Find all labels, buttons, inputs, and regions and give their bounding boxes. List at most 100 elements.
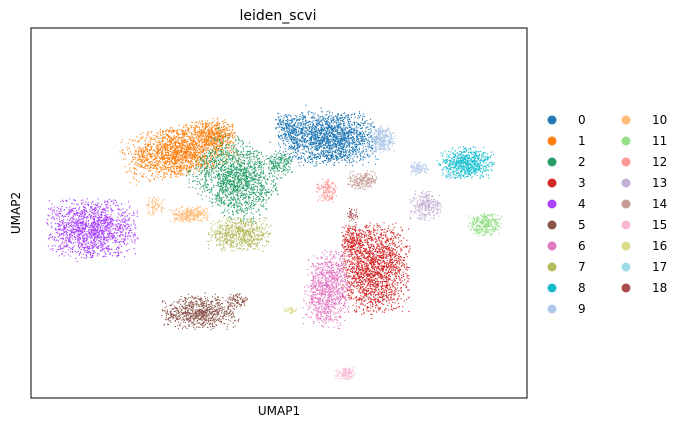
point [320,130,322,132]
point [169,161,171,163]
point [377,158,379,160]
point [221,141,223,143]
point [196,149,198,151]
point [327,152,329,154]
point [145,167,147,169]
point [171,158,173,160]
point [300,130,302,132]
point [233,172,235,174]
point [183,150,185,152]
point [207,133,209,135]
point [229,187,231,189]
point [214,136,216,138]
point [313,131,315,133]
point [172,154,174,156]
point [243,188,245,190]
point [317,132,319,134]
point [321,153,323,155]
point [236,153,238,155]
point [360,114,362,116]
point [205,123,207,125]
point [311,145,313,147]
point [245,197,247,199]
point [337,156,339,158]
point [187,128,189,130]
point [153,143,155,145]
point [218,135,220,137]
point [158,144,160,146]
point [226,210,228,212]
point [335,154,337,156]
point [196,144,198,146]
point [336,145,338,147]
point [227,132,229,134]
point [296,125,298,127]
point [316,124,318,126]
point [219,135,221,137]
point [217,154,219,156]
point [317,129,319,131]
point [178,146,180,148]
point [222,181,224,183]
point [215,147,217,149]
point [157,137,159,139]
point [294,149,296,151]
point [145,159,147,161]
point [210,129,212,131]
point [177,150,179,152]
point [342,130,344,132]
point [214,124,216,126]
point [185,157,187,159]
point [237,190,239,192]
point [342,147,344,149]
point [209,122,211,124]
point [290,122,292,124]
point [241,170,243,172]
point [321,128,323,130]
point [304,142,306,144]
point [309,162,311,164]
point [209,131,211,133]
point [175,159,177,161]
point [222,137,224,139]
point [205,126,207,128]
point [308,133,310,135]
point [234,156,236,158]
point [180,172,182,174]
point [139,159,141,161]
point [338,149,340,151]
point [313,134,315,136]
point [184,156,186,158]
point [335,149,337,151]
point [184,139,186,141]
point [150,146,152,148]
point [143,161,145,163]
point [236,202,238,204]
point [205,147,207,149]
point [343,136,345,138]
point [201,142,203,144]
point [218,148,220,150]
point [161,155,163,157]
point [254,161,256,163]
point [338,142,340,144]
point [196,160,198,162]
point [221,168,223,170]
point [208,134,210,136]
point [218,193,220,195]
point [279,146,281,148]
point [351,143,353,145]
point [300,156,302,158]
point [330,155,332,157]
point [200,173,202,175]
point [214,198,216,200]
point [299,122,301,124]
point [349,125,351,127]
point [241,177,243,179]
point [222,121,224,123]
point [352,136,354,138]
point [246,157,248,159]
point [211,124,213,126]
point [333,121,335,123]
point [195,161,197,163]
